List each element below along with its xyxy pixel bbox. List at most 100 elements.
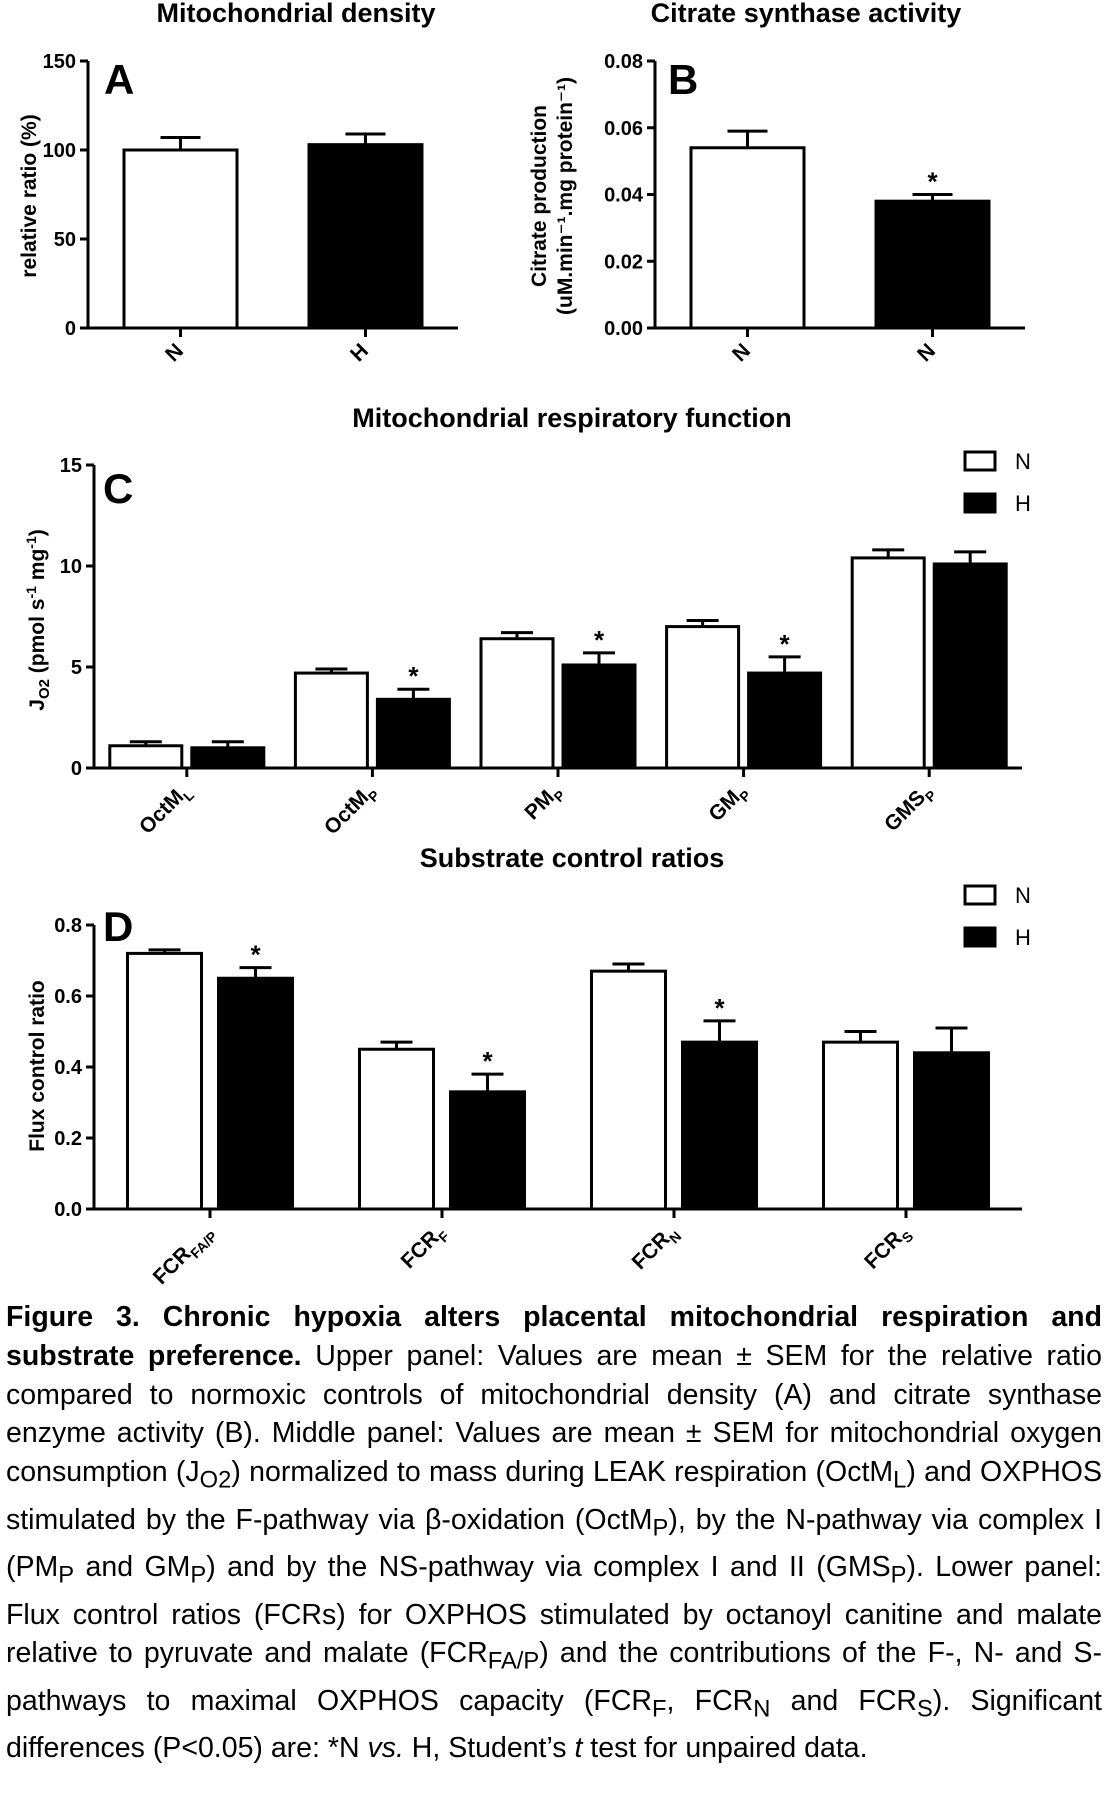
panel-b-citrate-synthase-activity: Citrate synthase activity B 0.00 0.02 0.04 0.…: [528, 0, 1025, 366]
panel-c-bar: [561, 663, 637, 770]
legend-label-h: H: [1015, 925, 1031, 950]
panel-c-bar: [293, 671, 369, 770]
panel-c-y-label: JO2 (pmol s-1 mg-1): [23, 529, 53, 710]
panel-b-bar: [874, 199, 991, 330]
caption-sub-9: S: [917, 1695, 933, 1723]
caption-text-7: , FCR: [666, 1684, 754, 1717]
panel-d-title: Substrate control ratios: [420, 843, 725, 873]
caption-sub-2: P: [652, 1514, 669, 1542]
panel-c-mitochondrial-respiratory-function: Mitochondrial respiratory function C 0 5 10 1…: [23, 403, 1031, 842]
panel-a-panel-label: A: [104, 56, 134, 103]
panel-d-x-tick-label: FCRFA/P: [149, 1220, 221, 1292]
panel-d-bar: [358, 1047, 435, 1211]
panel-a-y-tick-label: 100: [43, 140, 76, 162]
panel-b-x-tick-label: N: [728, 339, 755, 366]
legend-swatch-n: [963, 450, 997, 472]
panel-c-y-label-sub: O2: [36, 679, 53, 699]
panel-d-substrate-control-ratios: Substrate control ratios D 0.0 0.2 0.4 0.6 0.8…: [26, 843, 1031, 1292]
panel-c-y-label-main: J: [26, 699, 49, 711]
panel-d-bar: [681, 1040, 758, 1211]
caption-lower-text: ). Lower panel: Flux control ratios (FCR…: [6, 1551, 1102, 1670]
panel-c-bar: [747, 671, 823, 770]
panel-d-bar: [590, 969, 667, 1211]
panel-c-y-label-rest2: mg: [26, 549, 49, 586]
panel-a-y-label: relative ratio (%): [18, 114, 41, 277]
panel-c-panel-label: C: [103, 465, 133, 512]
panel-d-significance-star: *: [250, 940, 261, 970]
panel-c-significance-star: *: [594, 625, 605, 655]
caption-sub-8: N: [753, 1695, 771, 1723]
panel-b-y-tick-label: 0.04: [604, 185, 644, 207]
panel-d-panel-label: D: [103, 903, 133, 950]
panel-b-y-label-line-2: (uM.min⁻¹.mg protein⁻¹): [554, 77, 577, 315]
caption-jo2-sub: O2: [199, 1466, 232, 1494]
panel-b-y-label: Citrate production: [528, 105, 551, 287]
panel-c-x-tick-label: OctMP: [320, 779, 383, 842]
panel-c-significance-star: *: [408, 661, 419, 691]
legend-swatch-n: [963, 884, 997, 906]
caption-sub-3: P: [58, 1561, 75, 1589]
panel-d-y-label: Flux control ratio: [26, 980, 49, 1152]
caption-jo2: J: [185, 1456, 200, 1489]
legend-label-n: N: [1015, 449, 1031, 474]
caption-text-10: H, Student’s: [403, 1732, 575, 1765]
caption-text-9: ). Significant differences (P<0.05) are:…: [6, 1684, 1102, 1765]
panel-c-y-label-sup: -1: [23, 586, 39, 599]
caption-title: Figure 3. Chronic hypoxia alters placent…: [6, 1301, 1102, 1372]
panel-d-y-tick-label: 0.4: [54, 1057, 83, 1079]
panel-c-y-label-rest: (pmol s: [26, 599, 49, 680]
panel-a-mitochondrial-density: Mitochondrial density A 0 50 100 150 relative …: [18, 0, 458, 366]
caption-vs: vs.: [367, 1732, 404, 1765]
caption-text-6: ) and the contributions of the F-, N- an…: [6, 1637, 1102, 1717]
panel-c-bar: [850, 556, 926, 770]
caption-text-1: ) normalized to mass during LEAK respira…: [231, 1456, 894, 1489]
panel-d-x-tick-label: FCRN: [628, 1220, 685, 1277]
panel-a-x-tick-label: N: [161, 339, 188, 366]
panel-b-significance-star: *: [927, 167, 938, 197]
panel-c-x-tick-label: PMP: [520, 779, 568, 827]
panel-c-bar: [375, 697, 451, 770]
panel-a-bar: [307, 143, 424, 330]
panel-d-bar: [449, 1090, 526, 1211]
legend-swatch-h: [963, 492, 997, 514]
panel-c-x-tick-label: GMSP: [880, 779, 940, 839]
panel-b-y-tick-label: 0.00: [604, 318, 643, 340]
caption-sub-4: P: [190, 1561, 207, 1589]
figure-3: Mitochondrial densityA050100150relative …: [18, 0, 1031, 1292]
panel-c-y-tick-label: 0: [71, 758, 82, 780]
panel-c-y-label-end: ): [26, 529, 49, 536]
caption-sub-1: L: [893, 1466, 907, 1494]
legend-label-h: H: [1015, 491, 1031, 516]
panel-d-y-tick-label: 0.6: [54, 986, 82, 1008]
panel-d-y-tick-label: 0.2: [54, 1128, 82, 1150]
panel-b-y-tick-label: 0.08: [604, 51, 643, 73]
caption-text-4: and GM: [74, 1551, 191, 1584]
caption-upper-text: Upper panel: Values are mean ± SEM for t…: [6, 1339, 1102, 1489]
panel-b-x-tick-label: N: [913, 339, 940, 366]
panel-d-y-tick-label: 0.0: [54, 1199, 82, 1221]
panel-c-x-tick-label: GMP: [704, 779, 754, 829]
panel-b-panel-label: B: [668, 56, 698, 103]
panel-c-y-tick-label: 15: [60, 455, 82, 477]
panel-c-bar: [190, 746, 266, 770]
panel-b-y-tick-label: 0.02: [604, 251, 643, 273]
panel-d-bar: [217, 976, 294, 1211]
panel-c-y-tick-label: 5: [71, 657, 82, 679]
panel-c-bar: [108, 744, 184, 770]
panel-c-significance-star: *: [780, 629, 791, 659]
panel-d-x-tick-label-sub: FA/P: [187, 1228, 220, 1261]
panel-a-title: Mitochondrial density: [156, 0, 435, 28]
panel-d-significance-star: *: [714, 993, 725, 1023]
panel-c-bar: [479, 637, 555, 770]
panel-d-x-tick-label: FCRF: [397, 1220, 453, 1276]
panel-d-bar: [822, 1040, 899, 1211]
panel-a-bar: [122, 148, 239, 330]
caption-t: t: [574, 1732, 583, 1765]
caption-text-8: and FCR: [770, 1684, 917, 1717]
panel-c-bar: [932, 562, 1008, 770]
panel-c-x-tick-label: OctML: [135, 779, 198, 842]
caption-sub-7: F: [652, 1695, 667, 1723]
panel-c-y-label-sup2: -1: [23, 536, 39, 549]
panel-a-y-tick-label: 150: [43, 51, 76, 73]
caption-text-11: test for unpaired data.: [582, 1732, 868, 1765]
